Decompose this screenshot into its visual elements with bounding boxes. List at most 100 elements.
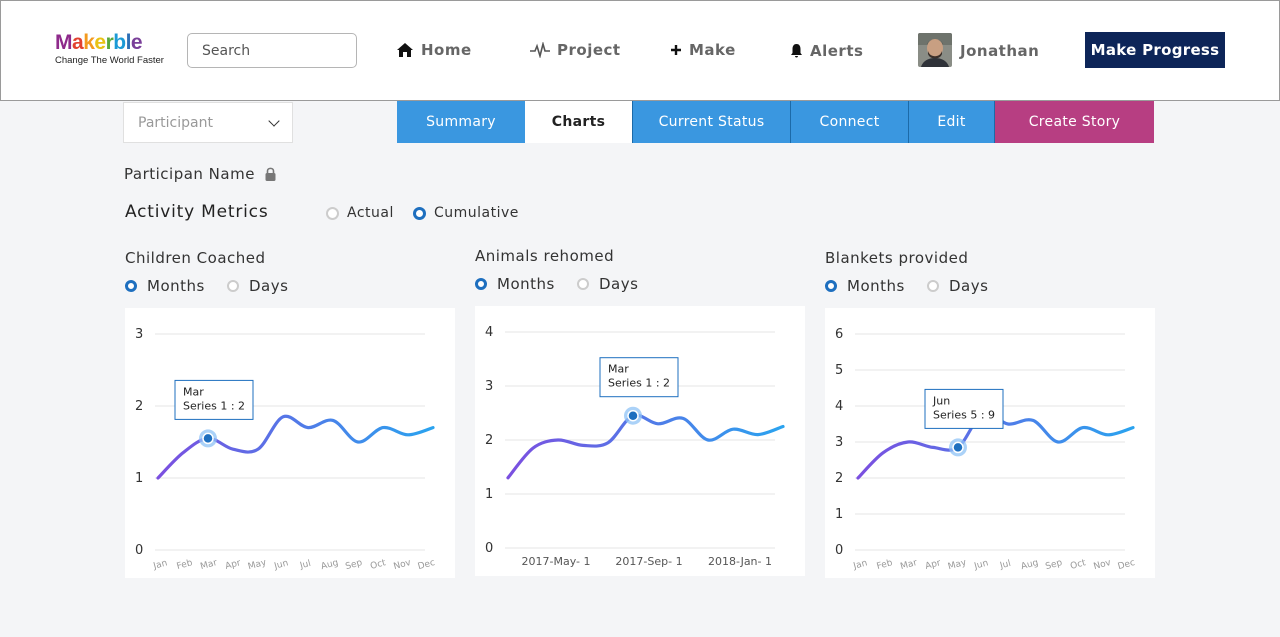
x-tick-label: Oct [369,558,387,572]
chart1-radio-days-dot[interactable] [227,280,239,292]
radio-cumulative-dot[interactable] [413,206,426,220]
chart1-radio-days-label: Days [249,277,289,295]
x-tick-label: 2017-May- 1 [522,555,591,568]
x-tick-label: Aug [320,558,340,572]
participant-select-value: Participant [138,114,213,131]
search-input[interactable] [187,33,357,68]
nav-make-label: Make [689,41,736,59]
chart1-radio-days[interactable]: Days [227,277,288,295]
x-tick-label: Apr [224,558,242,572]
chart1-radio-months-label: Months [147,277,205,295]
chart2-radio-days-dot[interactable] [577,278,589,290]
logo-wordmark: Makerble [55,31,143,54]
y-tick-label: 0 [485,541,493,556]
x-tick-label: Jan [852,558,869,572]
x-tick-label: Nov [393,558,413,572]
chart-svg: 0 1 2 3 4 2017-May- 1 2017-Sep- 1 2018-Jan- 1 Ma… [485,325,785,568]
chevron-down-icon [268,114,280,127]
nav-home-label: Home [421,41,472,59]
nav-make[interactable]: Make [670,39,736,61]
y-tick-label: 0 [135,543,143,558]
chart2-radio-months-dot[interactable] [475,278,487,290]
tab-summary[interactable]: Summary [397,101,525,143]
y-tick-label: 3 [135,327,143,342]
y-tick-label: 2 [135,399,143,414]
avatar[interactable] [918,33,952,67]
top-header: Makerble Change The World Faster Home Pr… [0,0,1280,101]
x-tick-label: Sep [1044,558,1063,572]
x-tick-label: Jun [272,558,289,572]
makerble-logo[interactable]: Makerble Change The World Faster [55,32,177,72]
chart2-radio-days[interactable]: Days [577,275,638,293]
nav-alerts-label: Alerts [810,42,864,60]
y-tick-label: 4 [835,399,843,414]
chart3-radio-months-label: Months [847,277,905,295]
data-point[interactable] [627,409,639,422]
x-tick-label: Dec [1117,558,1136,572]
make-progress-button[interactable]: Make Progress [1085,32,1225,68]
y-tick-label: 3 [835,435,843,450]
tab-charts[interactable]: Charts [525,101,632,143]
tooltip-title: Mar [183,385,204,398]
chart3-radio-days-dot[interactable] [927,280,939,292]
x-tick-label: May [947,558,968,573]
tooltip-value: Series 1 : 2 [183,399,245,412]
tooltip-box [174,379,254,420]
tab-connect[interactable]: Connect [790,101,908,143]
tooltip-box [599,357,679,398]
logo-tagline: Change The World Faster [55,55,164,66]
home-icon [397,43,413,57]
chart3-radio-days-label: Days [949,277,989,295]
chart3-radio-days[interactable]: Days [927,277,988,295]
x-tick-label: Aug [1020,558,1040,572]
tab-current-status[interactable]: Current Status [632,101,790,143]
participant-select[interactable]: Participant [123,102,293,143]
x-tick-label: Jun [972,558,989,572]
chart-children-coached: 0 1 2 3 Jan Feb Mar Apr May Jun Jul Aug Sep Oct Nov Dec… [125,308,455,578]
nav-home[interactable]: Home [396,39,472,61]
chart1-radio-months-dot[interactable] [125,280,137,292]
chart2-radio-months[interactable]: Months [475,275,555,293]
data-point[interactable] [952,441,964,454]
pulse-icon [530,42,550,58]
radio-actual-label: Actual [347,205,394,221]
chart3-radio-months-dot[interactable] [825,280,837,292]
y-tick-label: 3 [485,379,493,394]
data-point[interactable] [202,432,214,445]
series-line [506,413,785,480]
create-story-button[interactable]: Create Story [995,101,1154,143]
x-tick-label: 2017-Sep- 1 [615,555,682,568]
x-tick-label: Dec [417,558,436,572]
chart2-radio-months-label: Months [497,275,555,293]
chart-title-animals-rehomed: Animals rehomed [475,247,615,265]
x-tick-label: Mar [199,558,218,572]
chart1-radio-months[interactable]: Months [125,277,205,295]
x-tick-label: May [247,558,268,573]
bell-icon [791,44,802,58]
chart-title-blankets-provided: Blankets provided [825,249,969,267]
y-tick-label: 1 [485,487,493,502]
x-tick-label: Jul [998,559,1012,572]
x-tick-label: Oct [1069,558,1087,572]
radio-actual-dot[interactable] [326,206,339,220]
radio-cumulative[interactable]: Cumulative [413,205,519,221]
nav-project[interactable]: Project [530,39,621,61]
tab-edit[interactable]: Edit [908,101,995,143]
x-tick-label: Nov [1093,558,1113,572]
nav-alerts[interactable]: Alerts [790,40,863,62]
chart-svg: 0 1 2 3 Jan Feb Mar Apr May Jun Jul Aug Sep Oct Nov Dec… [135,327,436,573]
chart-title-children-coached: Children Coached [125,249,266,267]
y-tick-label: 2 [835,471,843,486]
y-tick-label: 1 [135,471,143,486]
chart3-radio-months[interactable]: Months [825,277,905,295]
tooltip-value: Series 1 : 2 [608,377,670,390]
x-tick-label: Feb [876,558,894,572]
series-line [156,414,435,480]
radio-actual[interactable]: Actual [326,205,394,221]
y-tick-label: 5 [835,363,843,378]
x-tick-label: Apr [924,558,942,572]
y-tick-label: 2 [485,433,493,448]
user-name[interactable]: Jonathan [960,42,1040,60]
